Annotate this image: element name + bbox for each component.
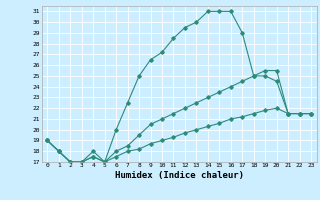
X-axis label: Humidex (Indice chaleur): Humidex (Indice chaleur) — [115, 171, 244, 180]
